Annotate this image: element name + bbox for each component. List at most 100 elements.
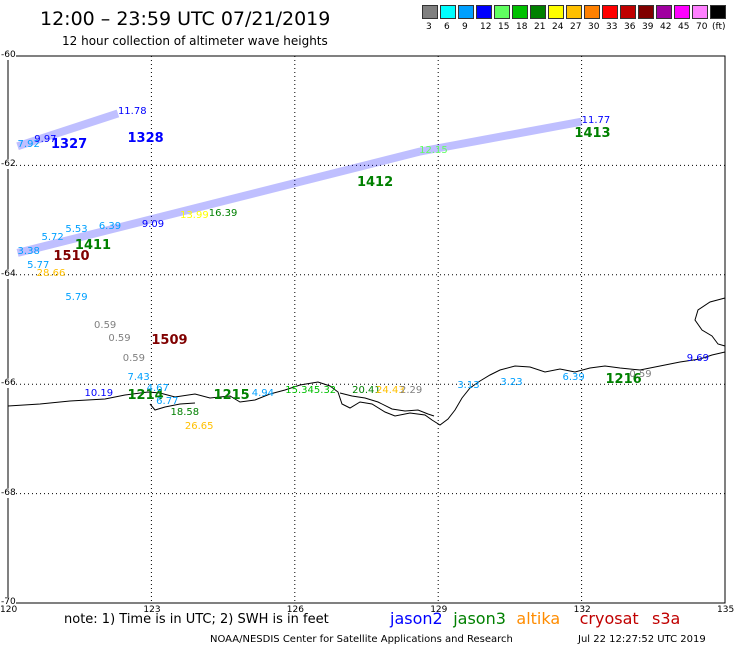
wave-height-label: 11.78 — [117, 106, 147, 118]
wave-height-label: 9.69 — [686, 352, 710, 364]
pass-time-label: 1327 — [51, 136, 88, 152]
legend-label: 42 — [660, 22, 672, 32]
wave-height-label: 9.97 — [34, 133, 57, 145]
pass-time-label: 1510 — [53, 248, 90, 264]
pass-time-label: 1328 — [127, 131, 164, 147]
longitude-label: 132 — [573, 605, 591, 615]
latitude-label: -70 — [1, 597, 16, 607]
legend-swatch — [638, 5, 654, 19]
satellite-legend-entry: cryosat — [579, 609, 639, 628]
legend-label: 21 — [534, 22, 546, 32]
legend-label: 45 — [678, 22, 690, 32]
map-border — [7, 55, 726, 604]
wave-height-label: 0.59 — [629, 368, 652, 380]
wave-height-label: 26.65 — [184, 420, 214, 432]
wave-height-label: 6.39 — [98, 221, 122, 233]
legend-label: 70 — [696, 22, 708, 32]
coastline — [7, 297, 726, 426]
wave-height-label: 18.58 — [170, 407, 200, 419]
wave-height-label: 10.19 — [84, 388, 114, 400]
pass-time-label: 1412 — [356, 174, 394, 190]
legend-swatch — [602, 5, 618, 19]
wave-height-label: 3.13 — [457, 379, 480, 391]
legend-swatch — [494, 5, 510, 19]
longitude-label: 135 — [717, 605, 735, 615]
pass-time-label: 1509 — [151, 333, 188, 349]
credit-line: NOAA/NESDIS Center for Satellite Applica… — [210, 634, 513, 645]
longitude-label: 120 — [0, 605, 18, 615]
track-swath — [16, 117, 583, 257]
legend-label: 39 — [642, 22, 654, 32]
satellite-track-lines — [16, 109, 583, 257]
legend-swatch — [620, 5, 636, 19]
legend-label: 18 — [516, 22, 528, 32]
wave-height-label: 5.72 — [41, 232, 64, 244]
legend-label: 12 — [480, 22, 492, 32]
legend-label: 6 — [444, 22, 450, 32]
wave-height-label: 6.77 — [156, 396, 179, 408]
legend-swatch — [692, 5, 708, 19]
legend-label: 15 — [498, 22, 510, 32]
longitude-label: 123 — [143, 605, 161, 615]
wave-height-label: 5.79 — [65, 292, 88, 304]
legend-swatch — [530, 5, 546, 19]
wave-height-label: 7.43 — [127, 371, 150, 383]
coastline-island — [339, 392, 435, 417]
satellite-legend-entry: altika — [516, 609, 561, 628]
legend-label: 3 — [426, 22, 432, 32]
wave-height-label: 3.38 — [17, 245, 40, 257]
legend-swatch — [548, 5, 564, 19]
legend-label: 27 — [570, 22, 582, 32]
legend-label: 36 — [624, 22, 636, 32]
legend-label: 9 — [462, 22, 468, 32]
wave-height-label: 5.77 — [27, 259, 50, 271]
wave-height-label: 4.67 — [146, 382, 169, 394]
legend-swatch — [656, 5, 672, 19]
wave-height-label: 5.32 — [313, 385, 337, 397]
map-subtitle: 12 hour collection of altimeter wave hei… — [62, 34, 328, 48]
wave-height-label: 16.39 — [208, 207, 238, 219]
wave-height-label: 9.09 — [141, 218, 165, 230]
pass-time-label: 1215 — [213, 388, 250, 404]
satellite-legend-entry: jason2 — [390, 609, 443, 628]
wave-height-label: 28.66 — [36, 267, 66, 279]
pass-time-label: 1411 — [74, 237, 112, 253]
pass-time-label: 1216 — [605, 371, 642, 387]
wave-height-label: 0.59 — [94, 319, 117, 331]
longitude-label: 126 — [286, 605, 304, 615]
pass-time-label: 1214 — [127, 388, 164, 404]
legend-swatch — [476, 5, 492, 19]
wave-height-label: 4.94 — [251, 388, 275, 400]
latitude-label: -60 — [1, 50, 16, 60]
legend-label: 33 — [606, 22, 618, 32]
wave-height-label: 0.59 — [122, 352, 145, 364]
legend-swatch — [512, 5, 528, 19]
legend-swatch — [440, 5, 456, 19]
satellite-legend-entry: s3a — [652, 609, 681, 628]
wave-height-label: 5.53 — [65, 224, 88, 236]
latitude-label: -62 — [1, 159, 16, 170]
map-note: note: 1) Time is in UTC; 2) SWH is in fe… — [64, 612, 329, 627]
pass-time-label: 1413 — [574, 125, 611, 141]
legend-swatch — [674, 5, 690, 19]
wave-height-label: 13.99 — [180, 210, 209, 222]
legend-label: 30 — [588, 22, 600, 32]
legend-swatch — [710, 5, 726, 19]
satellite-legend-entry: jason3 — [453, 609, 506, 628]
wave-height-label: 20.41 — [352, 385, 381, 397]
longitude-label: 129 — [430, 605, 448, 615]
legend-swatch — [422, 5, 438, 19]
wave-height-label: 3.23 — [500, 377, 523, 389]
wave-height-label: 15.34 — [285, 385, 314, 397]
latitude-label: -64 — [1, 268, 16, 279]
latitude-label: -66 — [1, 378, 16, 389]
legend-swatch — [584, 5, 600, 19]
latitude-label: -68 — [1, 487, 16, 498]
map-title: 12:00 – 23:59 UTC 07/21/2019 — [40, 8, 331, 30]
track-swath — [16, 109, 120, 151]
wave-height-label: 12.15 — [419, 144, 448, 156]
wave-height-label: 7.92 — [17, 139, 40, 151]
generation-timestamp: Jul 22 12:27:52 UTC 2019 — [578, 634, 706, 645]
wave-height-label: 11.77 — [581, 114, 611, 126]
wave-height-label: 24.43 — [376, 385, 405, 397]
